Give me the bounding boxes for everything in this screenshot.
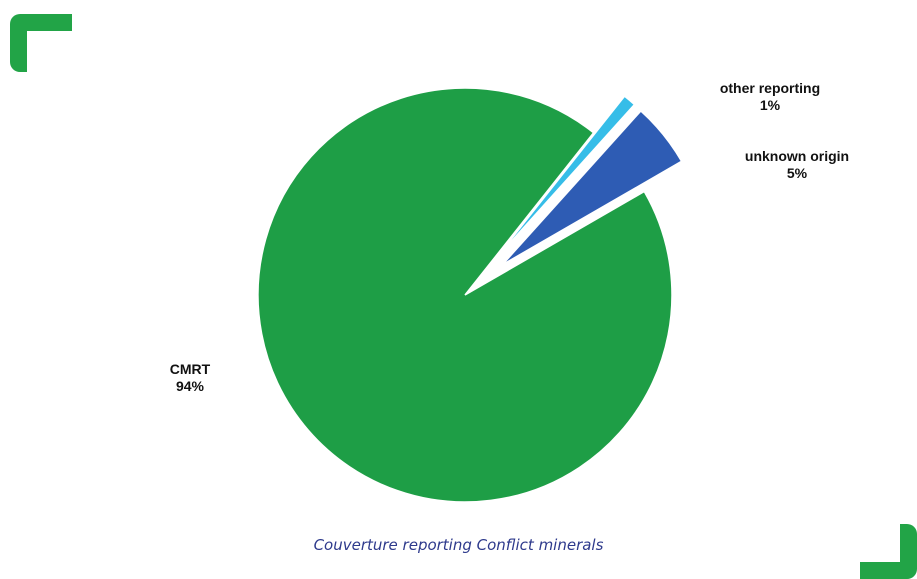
slice-name-other: other reporting — [720, 80, 820, 96]
pie-slice-cmrt — [257, 87, 673, 503]
slice-value-cmrt: 94% — [176, 378, 205, 394]
chart-caption: Couverture reporting Conflict minerals — [313, 536, 604, 554]
slice-label-cmrt: CMRT 94% — [170, 361, 211, 394]
slice-label-other: other reporting 1% — [720, 80, 820, 113]
corner-bracket-icon — [860, 524, 917, 579]
slice-name-unknown: unknown origin — [745, 148, 849, 164]
slice-name-cmrt: CMRT — [170, 361, 211, 377]
slice-label-unknown: unknown origin 5% — [745, 148, 849, 181]
slice-value-other: 1% — [760, 97, 781, 113]
slice-value-unknown: 5% — [787, 165, 808, 181]
pie-slice-other — [495, 95, 636, 259]
pie-slice-unknown — [501, 109, 683, 266]
corner-bracket-icon — [10, 14, 72, 72]
